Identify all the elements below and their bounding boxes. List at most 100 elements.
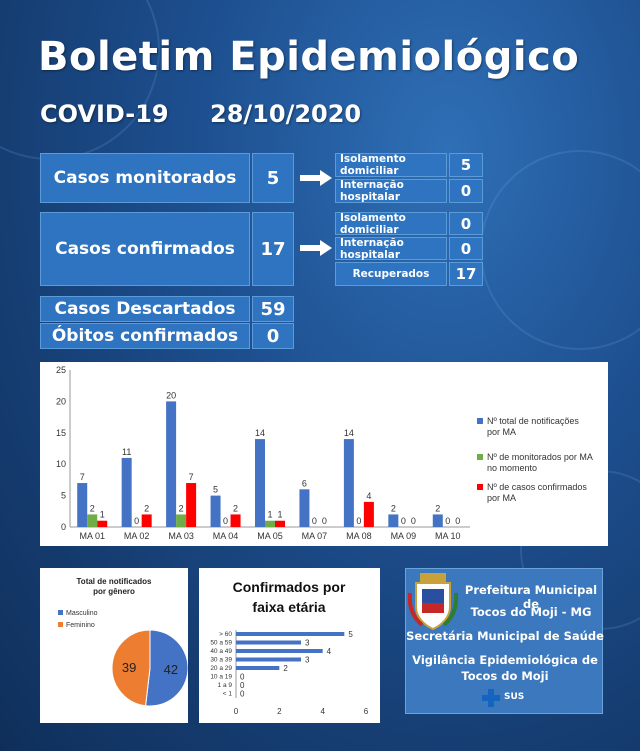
chart-by-area: 0 5 10 15 20 25 MA 01 7 2 1 MA 02 11 0 2 MA 03 20 2 7 MA 0… — [40, 362, 608, 546]
data-label: 0 — [322, 516, 327, 526]
footer-line-2: Tocos do Moji - MG — [470, 605, 592, 619]
confirmed-label: Casos confirmados — [40, 212, 250, 286]
confirmed-hospital-label: Internação hospitalar — [335, 237, 447, 261]
data-label: 2 — [391, 503, 396, 513]
footer-line-5: Tocos do Moji — [461, 669, 549, 683]
monitored-home-value: 5 — [449, 153, 483, 177]
bar — [230, 514, 241, 527]
data-label: 7 — [189, 472, 194, 482]
data-label: 0 — [134, 516, 139, 526]
legend-swatch — [477, 484, 483, 490]
data-label: 0 — [240, 673, 245, 682]
decor-virus — [480, 150, 640, 350]
y-tick-label: 50 a 59 — [210, 640, 232, 647]
deaths-label: Óbitos confirmados — [40, 323, 250, 349]
x-tick-label: MA 02 — [124, 531, 150, 541]
chart-title: faixa etária — [252, 599, 325, 615]
data-label: 3 — [305, 639, 310, 648]
y-tick-label: 15 — [56, 428, 66, 438]
data-label: 2 — [283, 664, 288, 673]
data-label: 3 — [305, 656, 310, 665]
legend-label: por MA — [487, 427, 516, 437]
y-tick-label: 20 a 29 — [210, 665, 232, 672]
footer-line-1: Prefeitura Municipal de — [464, 583, 598, 611]
x-tick-label: MA 05 — [257, 531, 283, 541]
data-label: 0 — [455, 516, 460, 526]
arrow-right-icon — [300, 170, 332, 186]
confirmed-home-label: Isolamento domiciliar — [335, 212, 447, 236]
footer-info: Prefeitura Municipal de Tocos do Moji - … — [405, 568, 604, 714]
data-label: 0 — [312, 516, 317, 526]
data-label: 5 — [213, 485, 218, 495]
legend-swatch — [477, 454, 483, 460]
y-tick-label: 25 — [56, 365, 66, 375]
report-date: 28/10/2020 — [210, 100, 362, 128]
bar — [432, 514, 443, 527]
data-label: 4 — [366, 491, 371, 501]
bar — [388, 514, 399, 527]
bar — [236, 649, 323, 653]
bar — [236, 666, 280, 670]
data-label: 2 — [435, 503, 440, 513]
data-label: 0 — [223, 516, 228, 526]
decor-virus — [0, 0, 160, 160]
data-label: 7 — [80, 472, 85, 482]
arrow-right-icon — [300, 240, 332, 256]
bar — [265, 520, 275, 527]
legend-label: por MA — [487, 493, 516, 503]
bar — [141, 514, 152, 527]
data-label: 0 — [401, 516, 406, 526]
data-label: 2 — [144, 503, 149, 513]
data-label: 39 — [122, 660, 136, 675]
y-tick-label: 20 — [56, 396, 66, 406]
y-tick-label: 10 — [56, 459, 66, 469]
footer-line-4: Vigilância Epidemiológica de — [412, 653, 598, 667]
bar — [275, 520, 285, 527]
legend-label: Nº de casos confirmados — [487, 482, 587, 492]
bar — [236, 632, 345, 636]
bar — [236, 640, 301, 645]
recovered-label: Recuperados — [335, 262, 447, 286]
legend-label: Masculino — [66, 610, 98, 617]
x-tick-label: MA 09 — [391, 531, 417, 541]
confirmed-home-value: 0 — [449, 212, 483, 235]
x-tick-label: 0 — [234, 707, 239, 716]
bar — [236, 657, 301, 662]
monitored-label: Casos monitorados — [40, 153, 250, 203]
y-tick-label: 1 a 9 — [218, 682, 233, 689]
chart-title: Total de notificados — [77, 577, 153, 586]
data-label: 0 — [240, 681, 245, 690]
pie-slice — [111, 629, 151, 707]
discarded-label: Casos Descartados — [40, 296, 250, 322]
data-label: 0 — [411, 516, 416, 526]
data-label: 2 — [179, 503, 184, 513]
monitored-home-label: Isolamento domiciliar — [335, 153, 447, 177]
data-label: 2 — [90, 503, 95, 513]
chart-age-svg: Confirmados por faixa etária 0 2 4 6 > 60 5 50 a… — [210, 579, 368, 716]
legend-label: Feminino — [66, 622, 95, 629]
footer-line-3: Secretária Municipal de Saúde — [406, 629, 604, 643]
bar — [299, 489, 310, 527]
data-label: 1 — [277, 510, 282, 520]
y-tick-label: < 1 — [223, 691, 233, 698]
bar — [87, 514, 98, 527]
bar — [255, 439, 265, 527]
legend-swatch — [58, 610, 63, 615]
chart-gender: Total de notificados por gênero Masculino F… — [40, 568, 189, 723]
monitored-hospital-value: 0 — [449, 179, 483, 203]
y-tick-label: 30 a 39 — [210, 657, 232, 664]
legend-label: no momento — [487, 463, 537, 473]
x-tick-label: MA 07 — [302, 531, 328, 541]
monitored-value: 5 — [252, 153, 294, 203]
chart-title: Confirmados por — [233, 579, 346, 595]
y-tick-label: 10 a 19 — [210, 674, 232, 681]
bar — [97, 520, 108, 527]
data-label: 6 — [302, 478, 307, 488]
data-label: 11 — [122, 447, 131, 457]
page-title: Boletim Epidemiológico — [38, 34, 580, 80]
y-tick-label: 40 a 49 — [210, 648, 232, 655]
legend-swatch — [477, 418, 483, 424]
y-tick-label: > 60 — [219, 631, 232, 638]
